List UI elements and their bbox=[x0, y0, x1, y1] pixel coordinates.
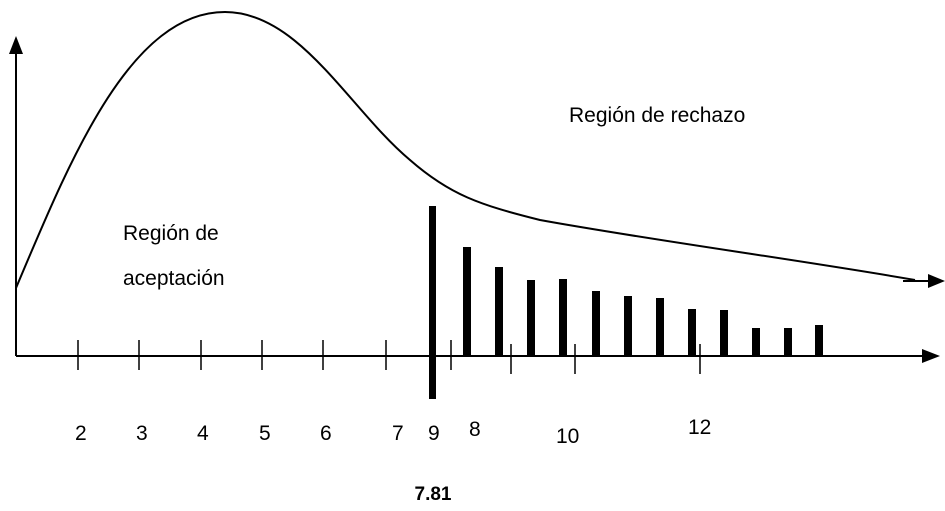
hatch-bar bbox=[527, 280, 535, 356]
hatch-bar bbox=[463, 247, 471, 356]
curve-tail-arrow-icon bbox=[928, 274, 945, 288]
rejection-region-label: Región de rechazo bbox=[569, 104, 745, 127]
hatch-bar bbox=[815, 325, 823, 356]
axis-numbers: 2 3 4 5 6 7 9 8 10 12 bbox=[75, 416, 711, 448]
axis-number: 6 bbox=[320, 422, 332, 445]
axis-number: 2 bbox=[75, 422, 87, 445]
hatch-bar bbox=[688, 309, 696, 356]
axis-number: 4 bbox=[197, 422, 209, 445]
x-axis-arrow-icon bbox=[922, 349, 940, 363]
axis-number: 12 bbox=[688, 416, 711, 439]
acceptance-region-label-line1: Región de bbox=[123, 222, 219, 245]
distribution-curve bbox=[15, 10, 916, 289]
axis-ticks bbox=[77, 340, 701, 374]
critical-value-bar bbox=[429, 206, 436, 399]
axis-number: 9 bbox=[428, 422, 440, 445]
axis-number: 7 bbox=[392, 422, 404, 445]
critical-value-label: 7.81 bbox=[415, 484, 452, 505]
hatch-bar bbox=[720, 310, 728, 356]
hatch-bar bbox=[592, 291, 600, 356]
hatch-bar bbox=[752, 328, 760, 356]
axis-number: 8 bbox=[469, 418, 481, 441]
y-axis-arrow-icon bbox=[9, 36, 23, 54]
hatch-bar bbox=[495, 267, 503, 356]
axis-number: 3 bbox=[136, 422, 148, 445]
axis-number: 10 bbox=[556, 425, 579, 448]
hatch-bar bbox=[624, 296, 632, 356]
rejection-region-hatch bbox=[463, 247, 823, 356]
hatch-bar bbox=[784, 328, 792, 356]
hatch-bar bbox=[559, 279, 567, 356]
acceptance-region-label-line2: aceptación bbox=[123, 267, 225, 290]
hatch-bar bbox=[656, 298, 664, 356]
axis-number: 5 bbox=[259, 422, 271, 445]
